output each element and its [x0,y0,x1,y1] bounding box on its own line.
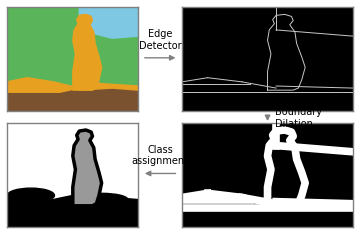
Polygon shape [73,14,102,90]
Polygon shape [7,195,138,227]
Ellipse shape [7,188,55,203]
Text: Edge
Detector: Edge Detector [139,29,182,51]
Polygon shape [79,7,138,38]
Text: Class
assignment: Class assignment [132,145,189,166]
Text: Boundary
Dilation: Boundary Dilation [275,107,322,129]
Polygon shape [79,82,138,90]
Polygon shape [7,78,79,92]
Ellipse shape [7,194,28,205]
Ellipse shape [75,193,128,206]
Polygon shape [73,130,102,206]
Polygon shape [7,86,138,111]
